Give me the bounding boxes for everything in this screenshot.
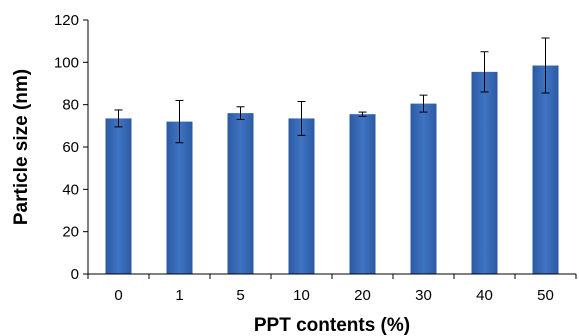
bar <box>288 118 315 274</box>
bar <box>349 114 376 274</box>
y-tick-label: 100 <box>54 54 79 71</box>
bars <box>105 65 559 274</box>
x-tick-label: 30 <box>415 287 432 304</box>
x-axis-ticks: 0 1 5 10 20 30 40 50 <box>87 274 577 304</box>
y-tick-label: 40 <box>62 181 79 198</box>
y-axis-ticks: 0 20 40 60 80 100 120 <box>54 12 88 283</box>
y-tick-label: 0 <box>71 266 79 283</box>
y-tick-label: 20 <box>62 224 79 241</box>
x-tick-label: 5 <box>236 287 244 304</box>
bar <box>166 121 193 274</box>
x-tick-label: 50 <box>537 287 554 304</box>
x-tick-label: 1 <box>175 287 183 304</box>
x-tick-label: 20 <box>354 287 371 304</box>
bar <box>410 103 437 274</box>
bar <box>532 65 559 274</box>
y-tick-label: 60 <box>62 139 79 156</box>
y-tick-label: 80 <box>62 97 79 114</box>
bar <box>105 118 132 274</box>
y-axis-title: Particle size (nm) <box>11 69 32 225</box>
bar <box>471 71 498 274</box>
bar <box>227 113 254 274</box>
x-tick-label: 10 <box>293 287 310 304</box>
error-bars <box>114 37 550 144</box>
y-tick-label: 120 <box>54 12 79 29</box>
x-axis-title: PPT contents (%) <box>254 315 410 336</box>
x-tick-label: 0 <box>114 287 122 304</box>
x-tick-label: 40 <box>476 287 493 304</box>
axes <box>87 20 576 275</box>
